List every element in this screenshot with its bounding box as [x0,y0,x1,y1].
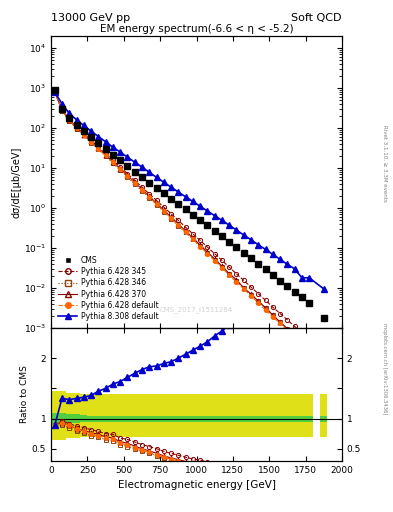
Text: Soft QCD: Soft QCD [292,13,342,23]
Y-axis label: dσ/dE[μb/GeV]: dσ/dE[μb/GeV] [11,146,21,218]
Text: mcplots.cern.ch [arXiv:1306.3436]: mcplots.cern.ch [arXiv:1306.3436] [382,323,387,414]
X-axis label: Electromagnetic energy [GeV]: Electromagnetic energy [GeV] [118,480,275,490]
Title: EM energy spectrum(-6.6 < η < -5.2): EM energy spectrum(-6.6 < η < -5.2) [100,24,293,34]
Text: 13000 GeV pp: 13000 GeV pp [51,13,130,23]
Legend: CMS, Pythia 6.428 345, Pythia 6.428 346, Pythia 6.428 370, Pythia 6.428 default,: CMS, Pythia 6.428 345, Pythia 6.428 346,… [55,252,162,324]
Text: CMS_2017_I1511284: CMS_2017_I1511284 [160,306,233,313]
Y-axis label: Ratio to CMS: Ratio to CMS [20,366,29,423]
Text: Rivet 3.1.10, ≥ 3.3M events: Rivet 3.1.10, ≥ 3.3M events [382,125,387,202]
